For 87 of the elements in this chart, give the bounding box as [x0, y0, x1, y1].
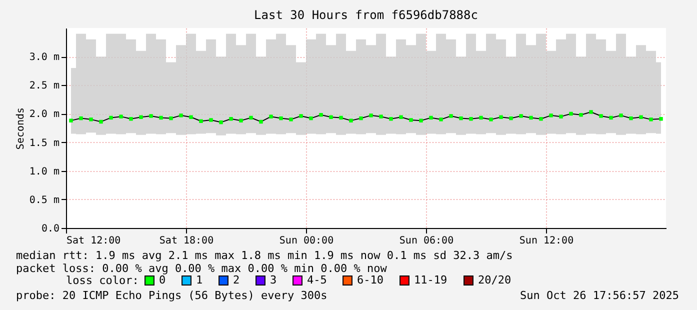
x-tick-label: Sun 12:00: [519, 236, 574, 246]
point: [349, 118, 353, 122]
point: [139, 115, 143, 120]
y-tick-label: 1.5 m: [29, 138, 60, 149]
point: [629, 116, 633, 120]
legend-title: loss color:: [66, 274, 139, 287]
point: [109, 116, 113, 120]
point: [269, 114, 273, 118]
x-tick-label: Sun 06:00: [399, 236, 454, 246]
point: [389, 116, 393, 121]
point: [649, 118, 653, 122]
point: [469, 116, 473, 121]
legend-label: 0: [159, 274, 166, 287]
point: [579, 112, 583, 117]
point: [449, 114, 453, 118]
point: [169, 116, 173, 120]
point: [179, 114, 183, 118]
point: [69, 118, 73, 122]
point: [439, 118, 443, 122]
point: [79, 116, 83, 120]
point: [369, 114, 373, 118]
point: [279, 116, 283, 120]
point: [99, 120, 103, 124]
point: [479, 116, 483, 120]
point: [239, 118, 243, 122]
point: [199, 119, 203, 124]
y-axis-title: Seconds: [15, 107, 26, 150]
point: [129, 116, 133, 121]
point: [409, 118, 413, 122]
point: [149, 114, 153, 118]
legend-label: 20/20: [478, 274, 512, 287]
point: [329, 115, 333, 120]
point: [309, 116, 313, 120]
point: [219, 120, 223, 124]
y-tick-label: 0.0: [41, 224, 60, 234]
point: [299, 114, 303, 118]
text: Sun Oct 26 17:56:57 2025: [520, 289, 679, 302]
point: [339, 116, 343, 120]
legend-label: 4-5: [307, 274, 327, 287]
point: [489, 118, 493, 122]
y-tick-label: 0.5 m: [29, 194, 60, 206]
text: median rtt: 1.9 ms avg 2.1 ms max 1.8 ms min 1.9 ms now 0.1 ms sd 32.3 am/s: [16, 249, 513, 262]
point: [119, 114, 123, 118]
point: [259, 120, 263, 124]
text: probe: 20 ICMP Echo Pings (56 Bytes) every 300s: [16, 289, 328, 302]
point: [559, 114, 563, 118]
point: [229, 116, 233, 121]
point: [249, 116, 253, 120]
point: [359, 116, 363, 120]
y-tick-label: 1.0 m: [29, 166, 60, 178]
point: [319, 112, 323, 117]
point: [459, 116, 463, 120]
point: [549, 114, 553, 118]
point: [659, 116, 663, 121]
point: [509, 116, 513, 120]
point: [159, 116, 163, 120]
chart-title: Last 30 Hours from f6596db7888c: [254, 8, 478, 22]
point: [499, 115, 503, 120]
point: [639, 115, 643, 120]
point: [189, 115, 193, 120]
point: [379, 114, 383, 118]
text: packet loss: 0.00 % avg 0.00 % max 0.00 % min 0.00 % now: [16, 262, 388, 275]
legend-label: 3: [270, 274, 277, 287]
point: [539, 116, 543, 121]
point: [89, 118, 93, 122]
legend-label: 1: [196, 274, 203, 287]
y-tick-label: 2.0 m: [29, 109, 60, 120]
legend-label: 6-10: [357, 274, 384, 287]
point: [429, 116, 433, 120]
y-tick-label: 3.0 m: [29, 52, 60, 64]
point: [599, 114, 603, 118]
legend-label: 2: [233, 274, 240, 287]
point: [399, 115, 403, 120]
x-tick-label: Sat 12:00: [66, 236, 121, 246]
point: [609, 116, 613, 120]
y-tick-label: 2.5 m: [29, 80, 60, 92]
point: [289, 118, 293, 122]
point: [619, 114, 623, 118]
x-tick-label: Sun 00:00: [279, 236, 334, 246]
point: [569, 112, 573, 116]
point: [209, 118, 213, 122]
point: [589, 110, 593, 114]
point: [519, 114, 523, 118]
point: [419, 118, 423, 122]
x-tick-label: Sat 18:00: [159, 236, 214, 246]
point: [529, 116, 533, 120]
legend-label: 11-19: [414, 274, 448, 287]
